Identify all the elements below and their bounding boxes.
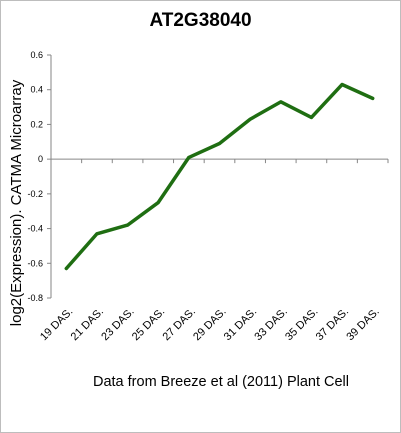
y-tick-label: -0.2: [27, 189, 43, 199]
data-point: [371, 96, 375, 100]
y-tick-label: -0.8: [27, 293, 43, 303]
data-point: [248, 117, 252, 121]
y-tick-label: -0.4: [27, 224, 43, 234]
series-line: [64, 82, 375, 271]
data-point: [187, 155, 191, 159]
data-point: [309, 115, 313, 119]
x-tick-label: 31 DAS.: [222, 306, 259, 343]
x-tick-label: 21 DAS.: [69, 306, 106, 343]
data-point: [218, 142, 221, 146]
y-tick-label: 0.2: [30, 119, 43, 129]
x-tick-label: 19 DAS.: [38, 306, 75, 343]
x-axis: 19 DAS.21 DAS.23 DAS.25 DAS.27 DAS.29 DA…: [38, 158, 389, 343]
y-tick-label: -0.6: [27, 258, 43, 268]
x-tick-label: 37 DAS.: [314, 306, 351, 343]
series-layer: [64, 82, 375, 271]
x-tick-label: 35 DAS.: [283, 306, 320, 343]
x-tick-label: 25 DAS.: [130, 306, 167, 343]
y-tick-label: 0.6: [30, 50, 43, 60]
x-tick-label: 39 DAS.: [344, 306, 381, 343]
data-point: [340, 83, 344, 87]
chart-title: AT2G38040: [149, 10, 252, 31]
y-axis: 0.6 0.4 0.2 0 -0.2 -0.4 -0.6 -0.8: [27, 50, 52, 303]
x-axis-label: Data from Breeze et al (2011) Plant Cell: [93, 374, 349, 390]
x-tick-label: 23 DAS.: [99, 306, 136, 343]
x-tick-label: 27 DAS.: [161, 306, 198, 343]
data-point: [64, 266, 68, 270]
data-point: [279, 100, 283, 104]
data-point: [95, 232, 99, 236]
y-tick-label: 0.4: [30, 85, 43, 95]
x-tick-label: 29 DAS.: [191, 306, 228, 343]
x-tick-label: 33 DAS.: [252, 306, 289, 343]
y-axis-label: log2(Expression). CATMA Microarray: [8, 79, 25, 326]
data-point: [126, 223, 130, 227]
data-point: [156, 201, 160, 205]
y-tick-label: 0: [38, 154, 43, 164]
